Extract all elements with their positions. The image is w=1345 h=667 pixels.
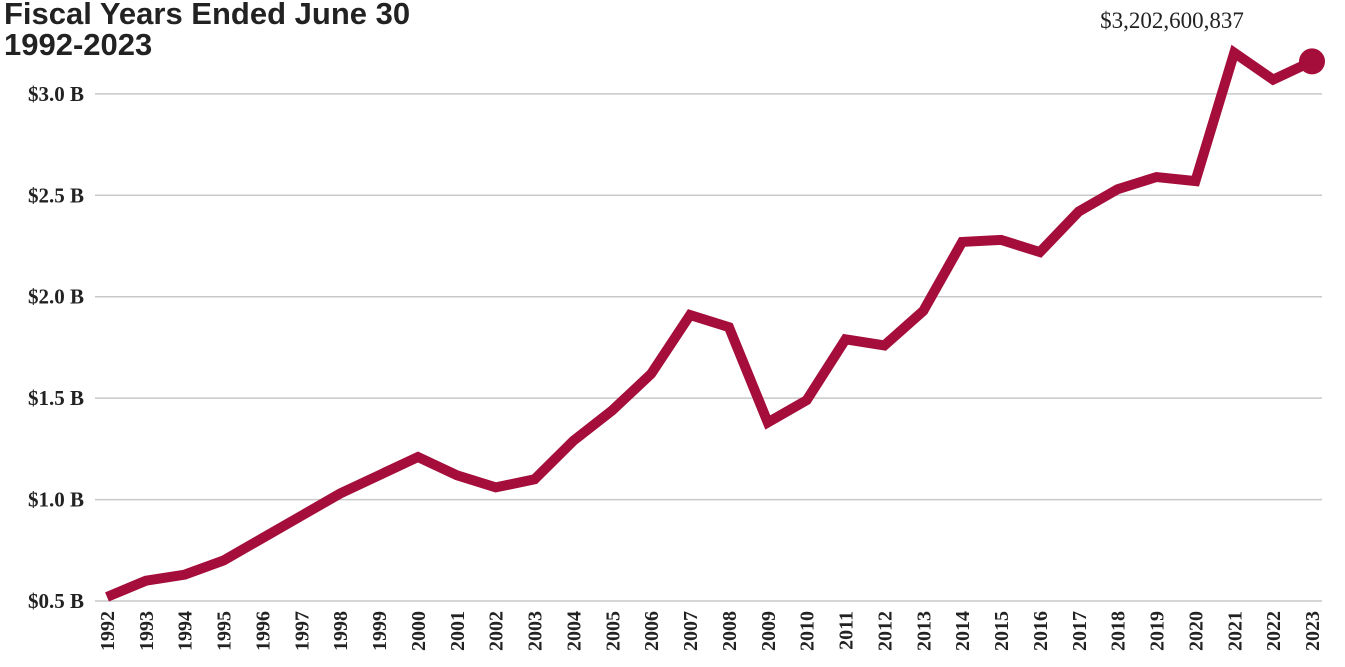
x-tick-label: 2015 [991,611,1013,651]
x-tick-label: 2023 [1302,611,1324,651]
chart-title: Fiscal Years Ended June 30 [4,0,410,31]
x-tick-label: 2011 [836,611,858,650]
x-tick-label: 2016 [1030,611,1052,651]
x-tick-label: 1994 [175,611,197,651]
x-tick-label: 2013 [913,611,935,651]
value-label: $3,202,600,837 [1100,8,1244,33]
x-tick-label: 2008 [719,611,741,651]
data-line [105,44,1315,602]
x-tick-label: 2003 [525,611,547,651]
x-tick-label: 1996 [252,611,274,651]
x-tick-label: 2020 [1185,611,1207,651]
y-tick-label: $2.5 B [28,183,84,207]
x-tick-label: 2012 [874,611,896,651]
end-point [1299,48,1325,75]
x-tick-label: 2004 [563,611,585,651]
chart-subtitle: 1992-2023 [4,27,152,62]
x-tick-label: 2009 [758,611,780,651]
x-tick-label: 2010 [797,611,819,651]
y-tick-label: $1.5 B [28,386,84,410]
x-tick-label: 1997 [291,611,313,651]
x-tick-label: 1992 [97,611,119,651]
x-tick-label: 2021 [1224,611,1246,651]
x-tick-label: 1995 [214,611,236,651]
x-tick-label: 2014 [952,611,974,651]
x-tick-label: 2017 [1069,611,1091,651]
x-tick-label: 1998 [330,611,352,651]
x-tick-label: 2000 [408,611,430,651]
x-tick-label: 2022 [1263,611,1285,651]
x-tick-label: 1999 [369,611,391,651]
x-tick-label: 1993 [136,611,158,651]
x-tick-label: 2018 [1108,611,1130,651]
y-tick-label: $1.0 B [28,488,84,512]
x-tick-label: 2005 [602,611,624,651]
x-tick-label: 2006 [641,611,663,651]
x-tick-label: 2001 [447,611,469,651]
x-tick-label: 2007 [680,611,702,651]
y-tick-label: $0.5 B [28,589,84,613]
y-tick-label: $3.0 B [28,82,84,106]
x-tick-label: 2019 [1147,611,1169,651]
x-tick-label: 2002 [486,611,508,651]
y-tick-label: $2.0 B [28,285,84,309]
